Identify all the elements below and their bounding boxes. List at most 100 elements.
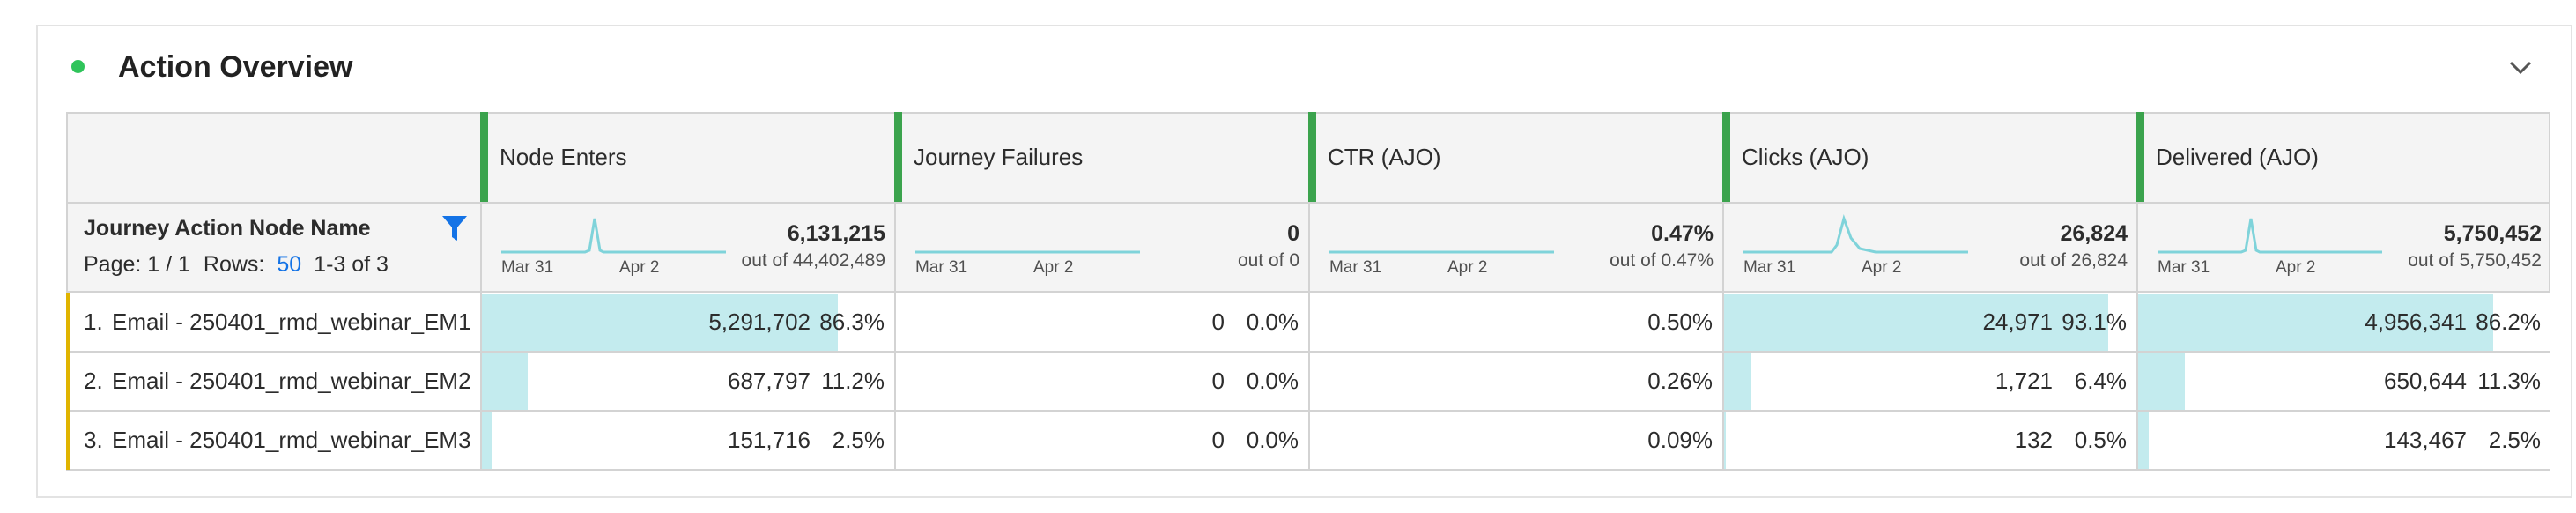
row-accent xyxy=(66,352,70,411)
cell-value: 151,716 xyxy=(728,427,811,453)
cell-value: 0.26% xyxy=(1647,368,1713,394)
cell-value: 0 xyxy=(1211,368,1225,394)
column-header[interactable]: Node Enters xyxy=(500,144,627,170)
percent-bar xyxy=(482,412,492,469)
cell-value: 0 xyxy=(1211,309,1225,335)
row-rank: 3. xyxy=(84,427,103,453)
percent-bar xyxy=(2138,412,2149,469)
percent-bar xyxy=(2138,294,2494,351)
dimension-name: Journey Action Node Name xyxy=(84,216,371,241)
column-out-of: out of 44,402,489 xyxy=(741,250,885,271)
cell-value: 1,721 xyxy=(1995,368,2053,394)
cell-value: 132 xyxy=(2014,427,2053,453)
column-divider xyxy=(1722,112,1724,470)
row-border xyxy=(66,469,2550,471)
column-total: 26,824 xyxy=(2060,221,2128,246)
row-border xyxy=(66,351,2550,353)
cell-percent: 86.2% xyxy=(2476,309,2541,335)
column-out-of: out of 0 xyxy=(1237,250,1299,271)
metric-accent xyxy=(1722,112,1730,202)
column-divider xyxy=(1308,112,1310,470)
metric-accent xyxy=(480,112,488,202)
page-indicator: Page: 1 / 1 xyxy=(84,252,190,277)
percent-bar xyxy=(1724,294,2108,351)
cell-percent: 0.5% xyxy=(2074,427,2127,453)
percent-bar xyxy=(482,353,529,410)
row-name[interactable]: Email - 250401_rmd_webinar_EM3 xyxy=(112,427,471,453)
column-header[interactable]: Delivered (AJO) xyxy=(2156,144,2319,170)
cell-percent: 6.4% xyxy=(2074,368,2127,394)
cell-value: 5,291,702 xyxy=(708,309,811,335)
collapse-chevron[interactable] xyxy=(2507,58,2534,76)
rows-per-page[interactable]: 50 xyxy=(277,252,302,277)
metric-accent xyxy=(1308,112,1316,202)
cell-value: 0 xyxy=(1211,427,1225,453)
row-name[interactable]: Email - 250401_rmd_webinar_EM1 xyxy=(112,309,471,335)
spark-start: Mar 31 xyxy=(2158,258,2210,277)
metric-accent xyxy=(894,112,902,202)
percent-bar xyxy=(1724,412,1727,469)
spark-end: Apr 2 xyxy=(1033,258,1074,277)
sparkline xyxy=(2158,212,2385,260)
cell-value: 0.09% xyxy=(1647,427,1713,453)
cell-percent: 2.5% xyxy=(832,427,885,453)
percent-bar xyxy=(2138,353,2185,410)
sparkline xyxy=(1743,212,1971,260)
cell-value: 4,956,341 xyxy=(2365,309,2467,335)
cell-percent: 11.2% xyxy=(821,368,885,394)
column-divider xyxy=(894,112,896,470)
spark-start: Mar 31 xyxy=(1329,258,1382,277)
cell-percent: 0.0% xyxy=(1246,427,1299,453)
rows-label: Rows: xyxy=(203,252,265,277)
status-dot xyxy=(71,60,85,73)
spark-end: Apr 2 xyxy=(2276,258,2316,277)
column-divider xyxy=(480,112,482,470)
column-total: 0.47% xyxy=(1651,221,1714,246)
row-name[interactable]: Email - 250401_rmd_webinar_EM2 xyxy=(112,368,471,394)
spark-start: Mar 31 xyxy=(501,258,554,277)
sparkline xyxy=(501,212,729,260)
pagination: Page: 1 / 1 Rows: 50 1-3 of 3 xyxy=(84,251,389,278)
row-accent xyxy=(66,293,70,352)
column-header[interactable]: CTR (AJO) xyxy=(1328,144,1441,170)
column-total: 6,131,215 xyxy=(787,221,885,246)
percent-bar xyxy=(482,294,838,351)
metric-accent xyxy=(2136,112,2144,202)
panel-card xyxy=(36,25,2572,498)
cell-percent: 11.3% xyxy=(2477,368,2541,394)
column-total: 5,750,452 xyxy=(2443,221,2542,246)
column-divider xyxy=(2136,112,2138,470)
column-out-of: out of 0.47% xyxy=(1610,250,1714,271)
spark-start: Mar 31 xyxy=(1743,258,1796,277)
cell-percent: 86.3% xyxy=(819,309,885,335)
percent-bar xyxy=(1724,353,1751,410)
spark-end: Apr 2 xyxy=(1862,258,1902,277)
row-accent xyxy=(66,411,70,470)
cell-percent: 2.5% xyxy=(2488,427,2541,453)
cell-value: 650,644 xyxy=(2384,368,2467,394)
spark-end: Apr 2 xyxy=(619,258,660,277)
cell-value: 0.50% xyxy=(1647,309,1713,335)
sparkline xyxy=(1329,212,1557,260)
sparkline xyxy=(915,212,1143,260)
spark-end: Apr 2 xyxy=(1447,258,1488,277)
row-rank: 1. xyxy=(84,309,103,335)
row-border xyxy=(66,410,2550,412)
panel-title: Action Overview xyxy=(118,50,353,84)
row-range: 1-3 of 3 xyxy=(314,252,389,277)
cell-value: 143,467 xyxy=(2384,427,2467,453)
cell-percent: 0.0% xyxy=(1246,309,1299,335)
cell-value: 24,971 xyxy=(1982,309,2053,335)
column-total: 0 xyxy=(1287,221,1299,246)
column-out-of: out of 26,824 xyxy=(2019,250,2128,271)
row-rank: 2. xyxy=(84,368,103,394)
cell-value: 687,797 xyxy=(728,368,811,394)
column-header[interactable]: Journey Failures xyxy=(914,144,1084,170)
cell-percent: 0.0% xyxy=(1246,368,1299,394)
spark-start: Mar 31 xyxy=(915,258,968,277)
filter-icon[interactable] xyxy=(440,214,470,249)
cell-percent: 93.1% xyxy=(2062,309,2127,335)
column-out-of: out of 5,750,452 xyxy=(2408,250,2542,271)
column-header[interactable]: Clicks (AJO) xyxy=(1742,144,1869,170)
